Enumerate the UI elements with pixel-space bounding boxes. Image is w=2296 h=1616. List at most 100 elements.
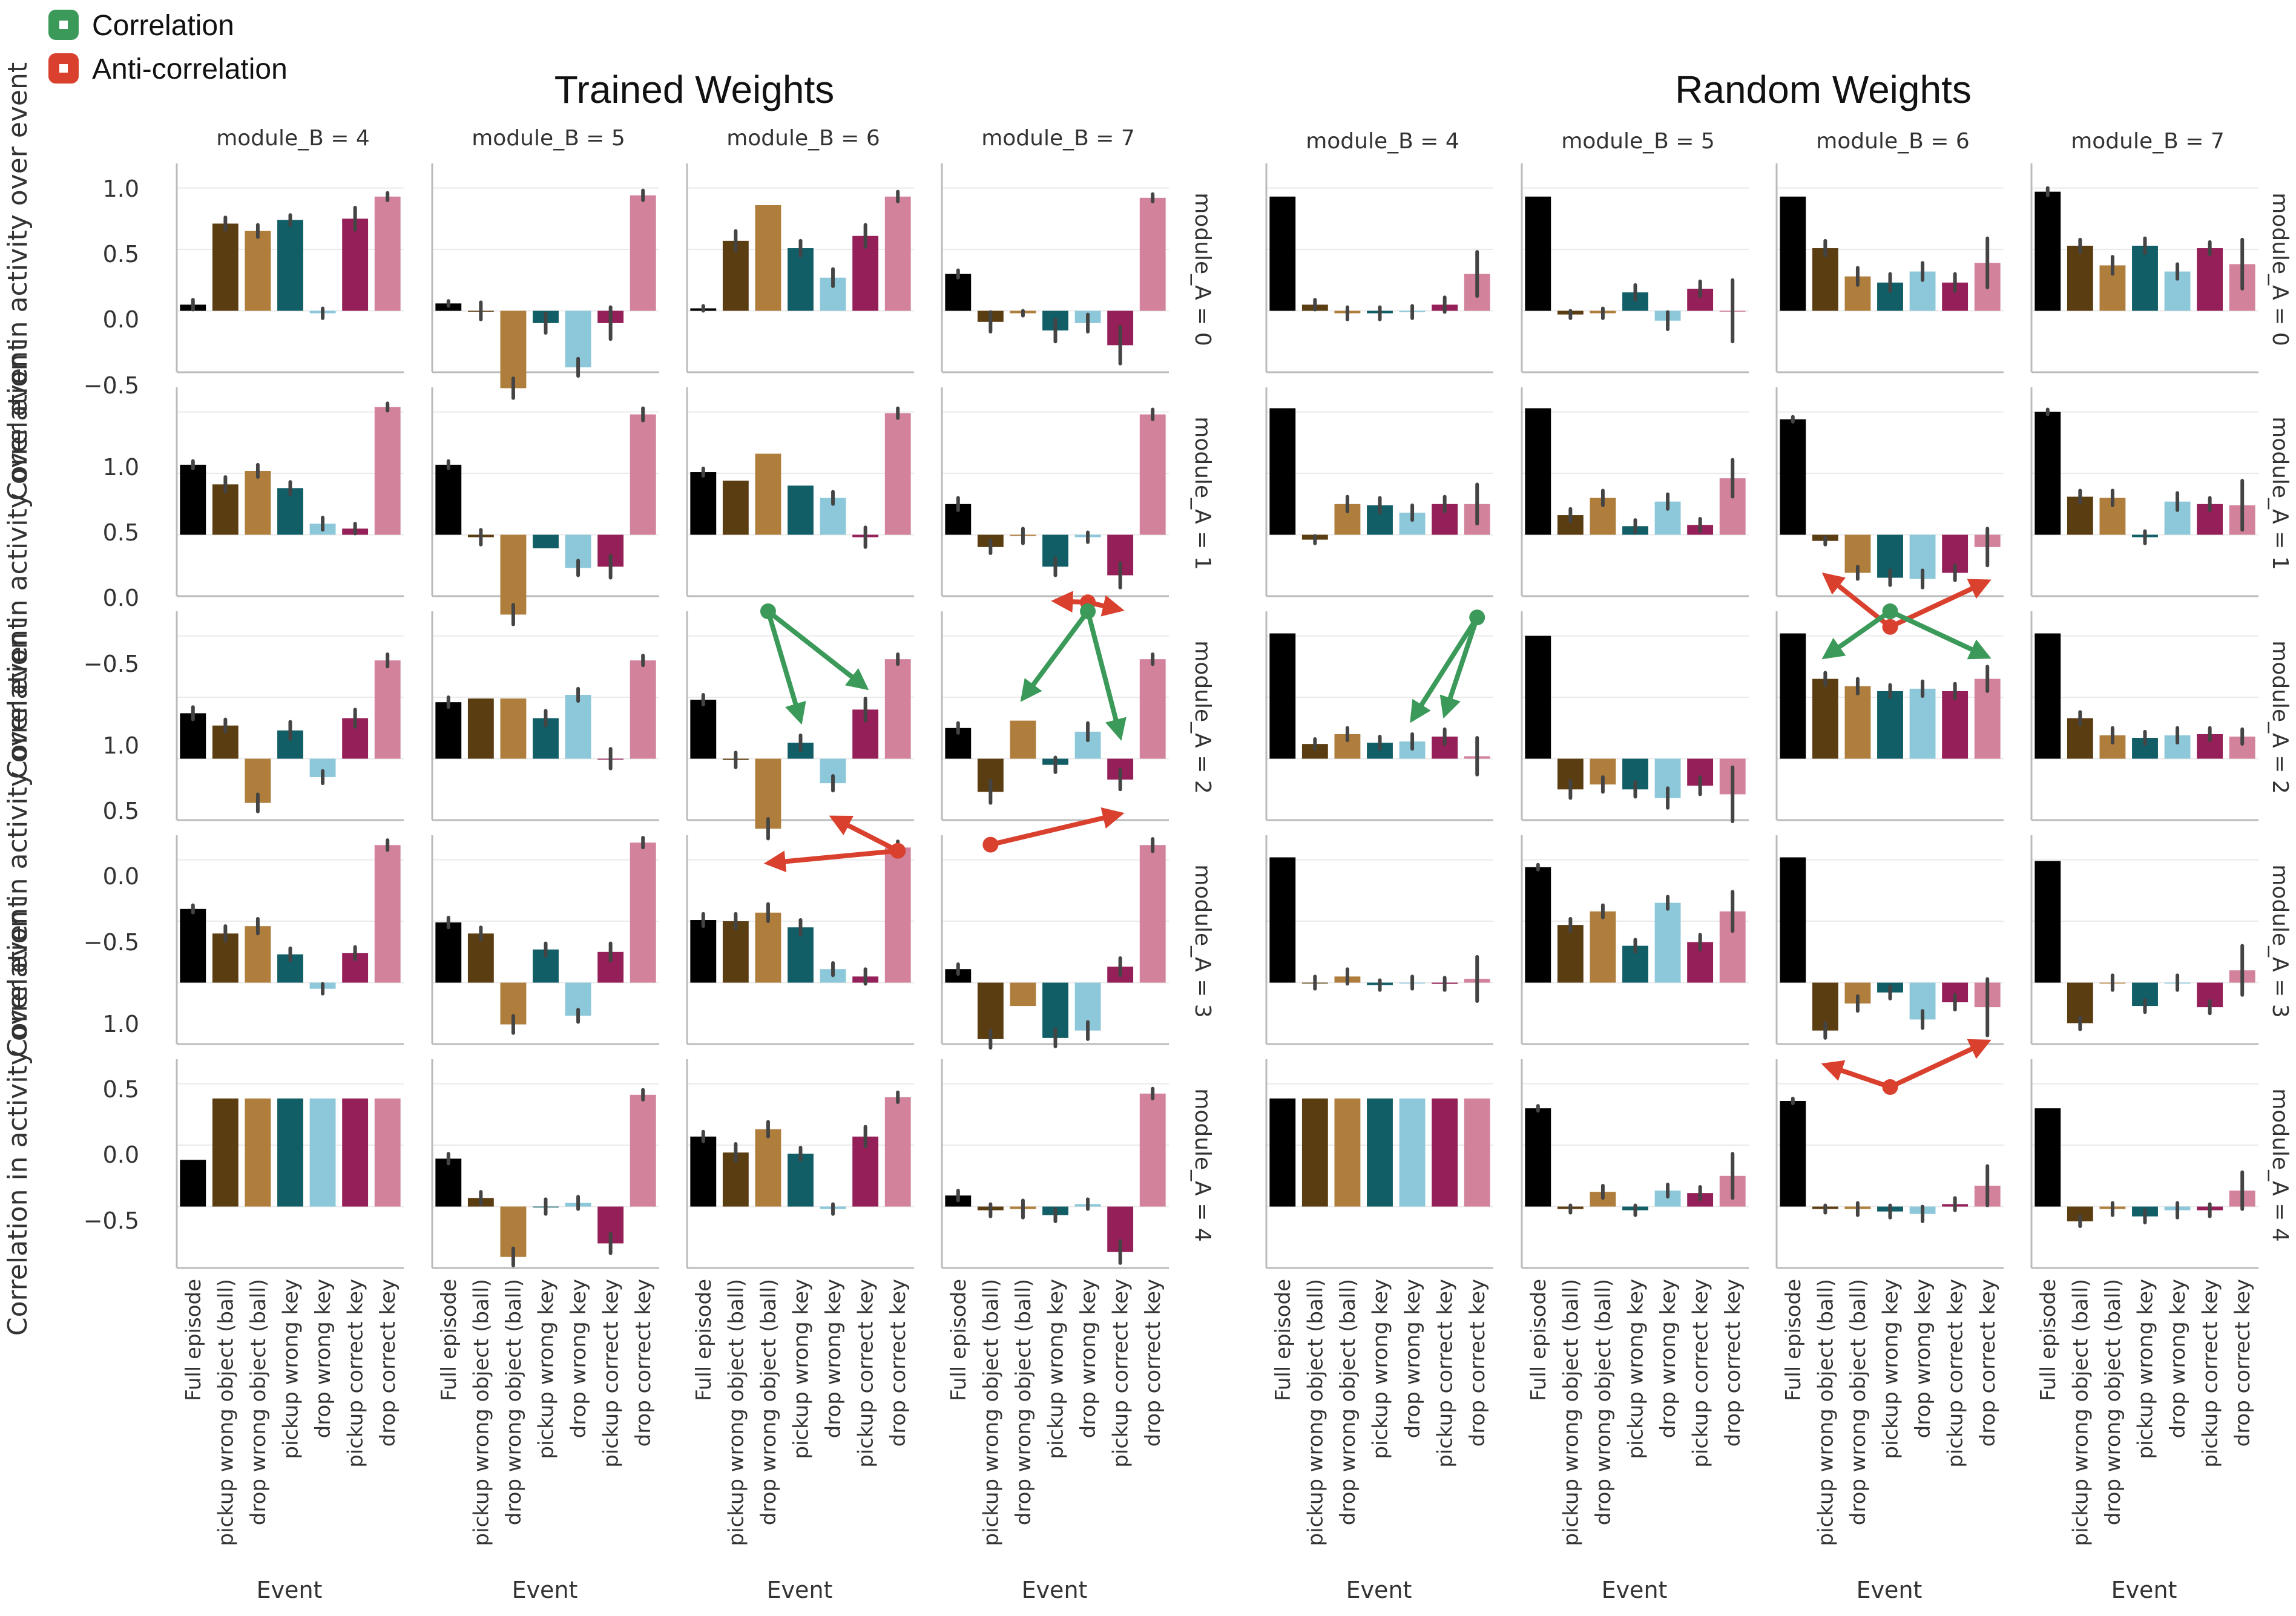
facet-panel xyxy=(686,835,914,1045)
facet-panel: Full episode pickup wrong object (ball) dr… xyxy=(1265,1059,1493,1546)
bar xyxy=(245,1098,271,1207)
bar xyxy=(435,1158,462,1207)
correlation-legend-label: Correlation xyxy=(92,10,234,42)
bar xyxy=(1780,857,1806,983)
bar xyxy=(1812,678,1838,759)
x-tick-label: pickup wrong key xyxy=(1044,1279,1068,1459)
bar xyxy=(788,1154,814,1207)
y-axis-titles: Correlation in activity over event Corre… xyxy=(2,62,33,1336)
annotation-dot xyxy=(1080,603,1096,619)
annotation-arrow xyxy=(1889,609,1992,660)
correlation-annotation xyxy=(1020,603,1127,741)
bar xyxy=(1139,1093,1166,1207)
facet-panel xyxy=(1265,611,1493,821)
bar xyxy=(245,926,271,983)
annotation-dot xyxy=(1882,1079,1898,1095)
bar xyxy=(755,758,781,829)
bar xyxy=(2132,245,2158,311)
y-tick-label: 0.5 xyxy=(103,798,139,824)
x-tick-label: drop correct key xyxy=(2231,1279,2255,1447)
bar xyxy=(1269,857,1296,983)
x-tick-label: pickup wrong key xyxy=(279,1279,303,1459)
facet-panel xyxy=(686,611,914,841)
bar xyxy=(374,196,401,311)
bar xyxy=(1269,1098,1296,1207)
y-tick-label: 0.5 xyxy=(103,1076,139,1103)
bar xyxy=(945,274,972,311)
x-tick-label: drop correct key xyxy=(631,1279,656,1447)
bar xyxy=(2034,191,2061,311)
x-tick-label: pickup wrong object (ball) xyxy=(2068,1279,2093,1546)
bar xyxy=(630,195,656,311)
bar xyxy=(788,248,814,311)
facet-panel: Full episode pickup wrong object (ball) dr… xyxy=(1775,1059,2004,1546)
x-tick-label: pickup wrong key xyxy=(789,1279,814,1459)
bar xyxy=(722,240,749,311)
y-tick-label: 1.0 xyxy=(103,176,139,202)
x-tick-label: pickup wrong object (ball) xyxy=(214,1279,238,1546)
bar xyxy=(374,1098,401,1207)
y-axis-title: Correlation in activity over event xyxy=(2,898,33,1336)
facet-panel xyxy=(431,835,659,1045)
bar xyxy=(374,845,401,983)
facet-panel xyxy=(2030,387,2258,597)
bar xyxy=(690,700,717,759)
bar xyxy=(2197,248,2223,311)
annotation-arrow xyxy=(1821,609,1892,660)
x-tick-label: drop wrong key xyxy=(1076,1279,1100,1438)
bar xyxy=(309,1098,336,1207)
bar xyxy=(2034,633,2061,759)
bar xyxy=(2034,412,2061,535)
x-tick-label: Full episode xyxy=(1271,1279,1295,1401)
bar xyxy=(1654,902,1681,983)
facet-panel xyxy=(431,163,659,400)
anticorrelation-annotation xyxy=(763,815,906,873)
annotation-dot xyxy=(982,836,999,853)
annotation-dot xyxy=(760,603,776,619)
bar xyxy=(945,969,972,983)
row-label: module_A = 2 xyxy=(1190,640,1215,794)
bar xyxy=(342,218,369,311)
bar xyxy=(2034,1108,2061,1207)
y-axis-title: Correlation in activity over event xyxy=(2,62,33,501)
x-tick-label: drop wrong key xyxy=(567,1279,591,1438)
bar xyxy=(1010,720,1036,759)
bar xyxy=(1780,633,1806,759)
y-tick-label: 1.0 xyxy=(103,454,139,481)
annotation-arrow xyxy=(829,815,900,853)
facet-panel xyxy=(431,387,659,626)
bar xyxy=(1780,419,1806,535)
annotation-arrow xyxy=(1020,609,1090,702)
bar xyxy=(755,453,781,535)
bar xyxy=(1780,196,1806,311)
x-tick-label: pickup wrong object (ball) xyxy=(1303,1279,1327,1546)
x-axis-title: Event xyxy=(257,1577,323,1603)
bar xyxy=(1525,867,1551,983)
x-tick-label: drop wrong object (ball) xyxy=(1591,1279,1616,1525)
x-tick-label: drop correct key xyxy=(1976,1279,2000,1447)
bar xyxy=(630,414,656,535)
trained-weights-title: Trained Weights xyxy=(554,68,834,111)
bar xyxy=(1780,1101,1806,1207)
facet-panel xyxy=(1521,611,1749,824)
annotation-arrow xyxy=(1410,616,1479,723)
x-tick-label: pickup correct key xyxy=(1689,1279,1713,1468)
bar xyxy=(788,927,814,983)
x-tick-label: pickup correct key xyxy=(2199,1279,2223,1468)
facet-panel xyxy=(176,611,404,821)
bar xyxy=(374,407,401,535)
facet-panel xyxy=(1265,163,1493,373)
bar xyxy=(1139,845,1166,983)
facet-panel xyxy=(1265,387,1493,597)
row-label: module_A = 0 xyxy=(1190,192,1215,346)
row-label: module_A = 3 xyxy=(2268,864,2292,1018)
plot-area: Full episode pickup wrong object (ball) dr… xyxy=(176,163,2258,1546)
x-tick-label: pickup wrong key xyxy=(1369,1279,1393,1459)
bar xyxy=(884,196,911,311)
col-header: module_B = 5 xyxy=(472,126,625,151)
y-tick-label: 0.0 xyxy=(103,585,139,611)
facet-panel: Full episode pickup wrong object (ball) dr… xyxy=(2030,1059,2258,1546)
x-tick-label: pickup correct key xyxy=(1433,1279,1458,1468)
x-tick-label: pickup wrong object (ball) xyxy=(979,1279,1003,1546)
